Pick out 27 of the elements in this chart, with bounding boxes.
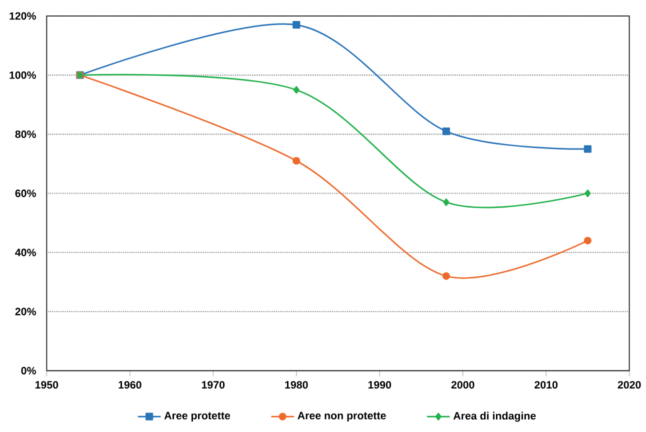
point bbox=[584, 190, 591, 198]
point bbox=[442, 272, 450, 280]
y-tick-label: 120% bbox=[10, 12, 36, 20]
x-tick-label: 2020 bbox=[618, 381, 641, 389]
x-tick-label: 1970 bbox=[202, 381, 225, 389]
point bbox=[442, 127, 450, 136]
y-tick-label: 40% bbox=[15, 248, 36, 256]
x-tick-label: 2010 bbox=[534, 381, 558, 389]
y-tick-label: 0% bbox=[21, 366, 36, 374]
x-tick-label: 2000 bbox=[451, 381, 474, 389]
point bbox=[584, 236, 592, 244]
x-tick-label: 1980 bbox=[285, 381, 308, 389]
x-tick-label: 1950 bbox=[35, 381, 58, 389]
legend-label: Aree protette bbox=[164, 412, 230, 422]
y-tick-label: 60% bbox=[15, 190, 36, 198]
x-tick-label: 1960 bbox=[118, 381, 142, 389]
legend-label: Area di indagine bbox=[453, 412, 536, 422]
y-tick-label: 100% bbox=[10, 71, 36, 79]
x-tick-label: 1990 bbox=[368, 381, 392, 389]
point bbox=[292, 157, 300, 165]
legend-label: Aree non protette bbox=[298, 412, 386, 422]
point bbox=[293, 86, 300, 94]
point bbox=[443, 198, 450, 206]
y-tick-label: 80% bbox=[15, 130, 36, 138]
point bbox=[292, 21, 300, 29]
point bbox=[584, 145, 592, 153]
y-tick-label: 20% bbox=[15, 308, 36, 316]
